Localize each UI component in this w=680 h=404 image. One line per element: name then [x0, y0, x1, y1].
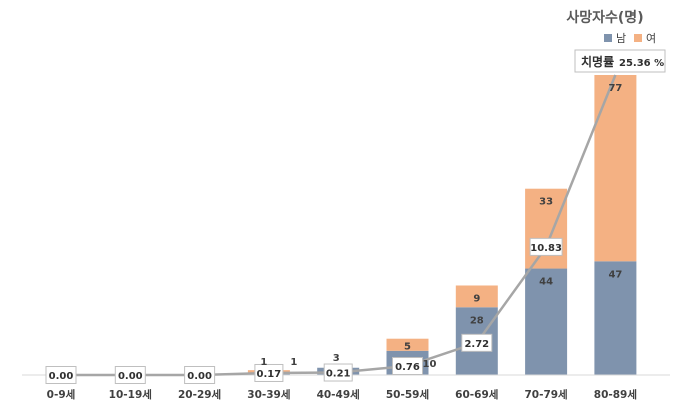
- label-male-4: 3: [333, 353, 340, 364]
- rate-label-2: 0.00: [187, 371, 212, 382]
- bars-layer: [22, 75, 670, 376]
- x-tick-label-5: 50-59세: [386, 388, 429, 401]
- x-tick-label-3: 30-39세: [247, 388, 290, 401]
- bar-female-8: [594, 75, 637, 262]
- rate-label-4: 0.21: [326, 369, 351, 380]
- bar-male-8: [594, 261, 637, 375]
- label-female-7: 33: [539, 197, 553, 208]
- rate-label-box-1: [114, 366, 146, 384]
- rate-label-box-2: [184, 366, 216, 384]
- callout-box: [574, 49, 666, 73]
- rate-label-5: 0.76: [395, 362, 420, 373]
- rate-label-box-7: [529, 237, 563, 256]
- legend-title: 사망자수(명): [566, 9, 643, 26]
- label-male-3: 1: [290, 357, 297, 368]
- bar-female-6: [455, 285, 498, 308]
- x-tick-label-7: 70-79세: [524, 388, 567, 401]
- rate-label-box-4: [323, 363, 353, 382]
- rate-label-box-5: [392, 357, 423, 376]
- labels-layer: 1 1 3 10 5 28 9 44 33 47 77: [260, 83, 622, 370]
- rate-label-1: 0.00: [118, 371, 143, 382]
- label-male-5: 10: [423, 359, 437, 370]
- x-tick-label-6: 60-69세: [455, 388, 498, 401]
- callout-value: 25.36 %: [619, 58, 664, 69]
- bar-male-7: [525, 268, 568, 375]
- x-axis-ticks: 0-9세 10-19세 20-29세 30-39세 40-49세 50-59세 60-69세…: [47, 388, 637, 401]
- label-female-3: 1: [260, 357, 267, 368]
- legend-label-male: 남: [616, 32, 626, 45]
- x-tick-label-2: 20-29세: [178, 388, 221, 401]
- rate-label-box-0: [45, 366, 77, 384]
- legend-swatch-male: [604, 34, 612, 42]
- x-tick-label-0: 0-9세: [47, 388, 76, 401]
- rate-label-0: 0.00: [49, 371, 74, 382]
- rate-label-box-3: [254, 363, 284, 382]
- label-male-7: 44: [539, 277, 553, 288]
- bar-female-5: [386, 338, 429, 351]
- x-tick-label-1: 10-19세: [109, 388, 152, 401]
- label-female-6: 9: [473, 293, 480, 304]
- label-male-8: 47: [608, 269, 622, 280]
- legend-swatch-female: [634, 34, 642, 42]
- rate-label-6: 2.72: [464, 339, 489, 350]
- x-tick-label-4: 40-49세: [317, 388, 360, 401]
- rate-label-7: 10.83: [530, 243, 562, 254]
- rate-label-3: 0.17: [257, 369, 282, 380]
- callout-label: 치명률: [581, 54, 614, 69]
- x-tick-label-8: 80-89세: [594, 388, 637, 401]
- label-female-8: 77: [608, 83, 622, 94]
- rate-label-box-6: [461, 333, 493, 352]
- rate-line-layer: 0.00 0.00 0.00 0.17 0.21 0.76 2.72 10.83: [45, 74, 617, 384]
- legend-label-female: 여: [646, 32, 656, 45]
- label-male-6: 28: [470, 315, 484, 326]
- label-female-5: 5: [404, 342, 411, 353]
